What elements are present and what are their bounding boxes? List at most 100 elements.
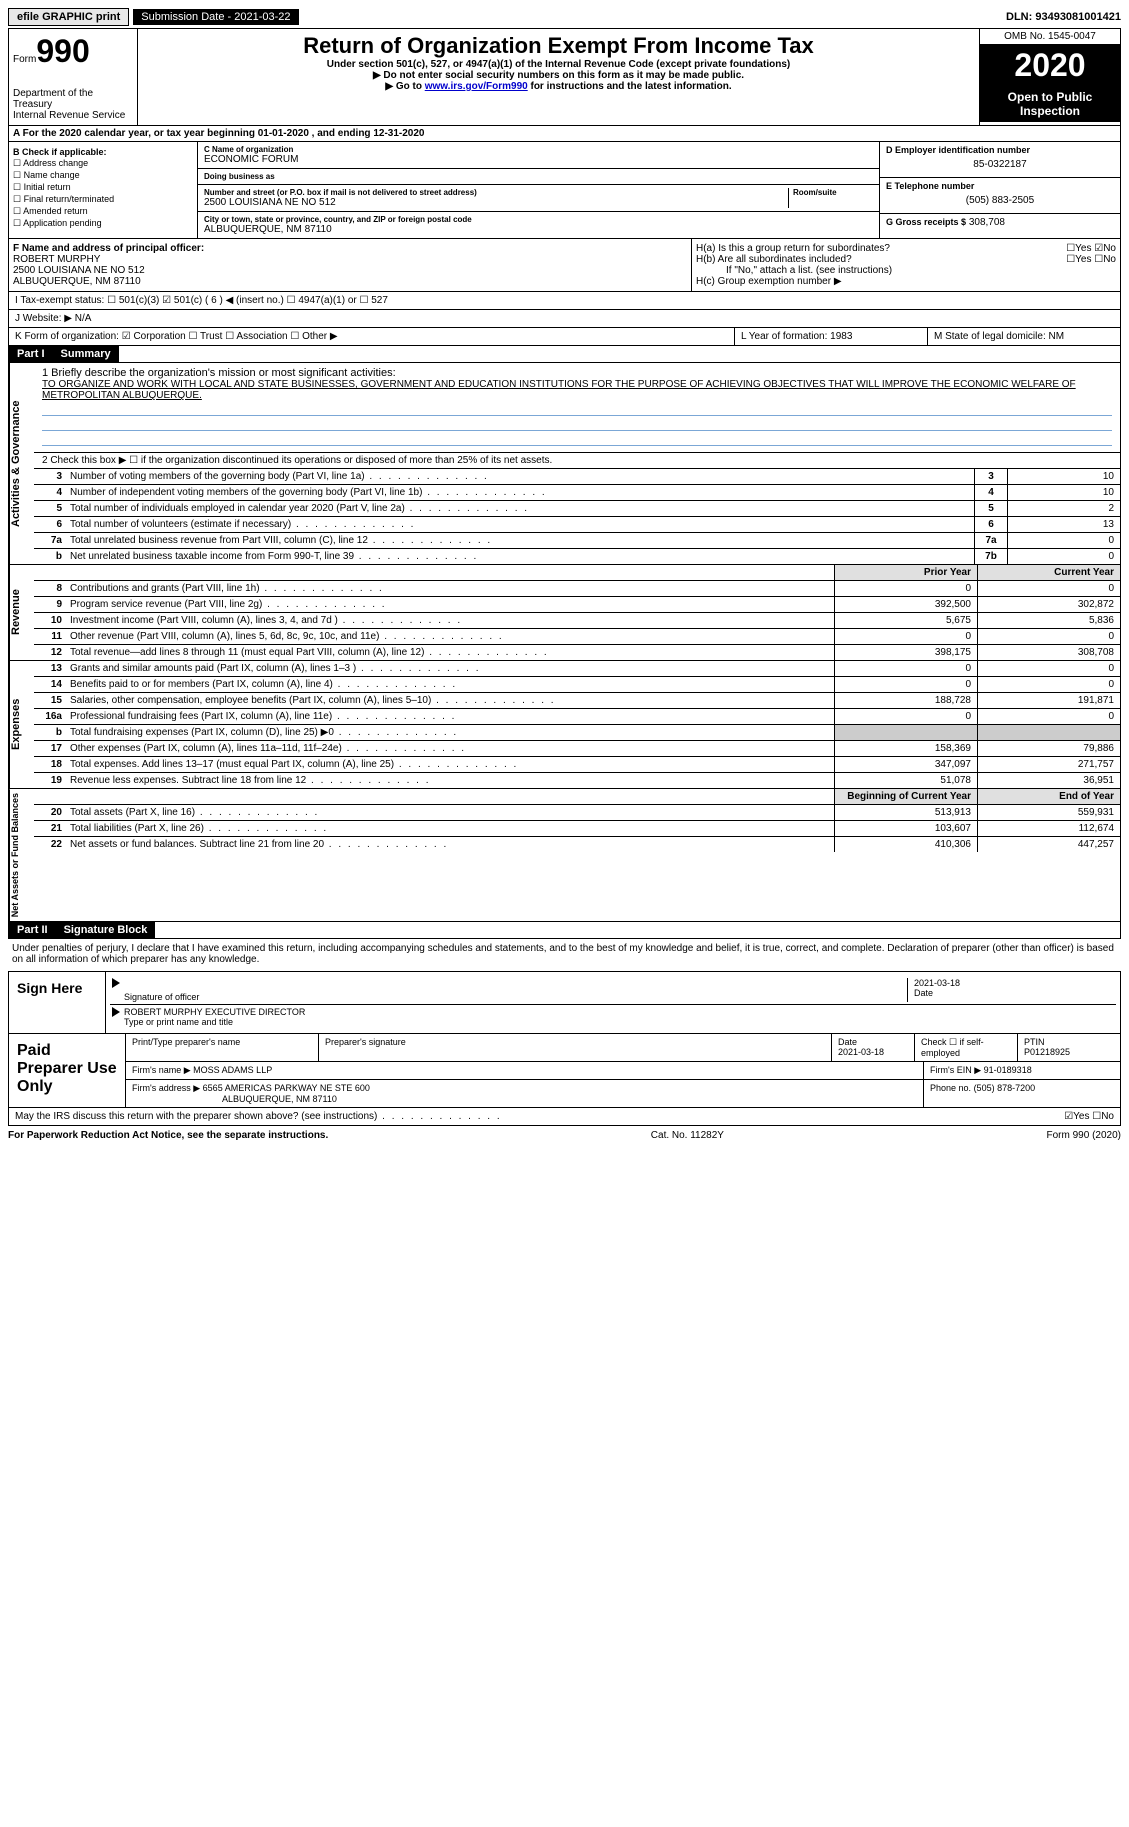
prep-ptin: P01218925 [1024, 1047, 1114, 1057]
line-num: 22 [34, 837, 66, 852]
dept-treasury: Department of the Treasury [13, 88, 133, 110]
header-left: Form990 Department of the Treasury Inter… [9, 29, 138, 125]
sig-name: ROBERT MURPHY EXECUTIVE DIRECTOR [124, 1007, 1114, 1017]
side-governance: Activities & Governance [9, 363, 34, 564]
side-expenses: Expenses [9, 661, 34, 788]
governance-content: 1 Briefly describe the organization's mi… [34, 363, 1120, 564]
ein-row: D Employer identification number 85-0322… [880, 142, 1120, 178]
row-l: L Year of formation: 1983 [735, 328, 928, 345]
line-22: 22 Net assets or fund balances. Subtract… [34, 837, 1120, 852]
firm-addr1: 6565 AMERICAS PARKWAY NE STE 600 [203, 1083, 370, 1093]
form990-link[interactable]: www.irs.gov/Form990 [425, 81, 528, 92]
prior-val: 398,175 [834, 645, 977, 660]
line-num: 11 [34, 629, 66, 644]
info-grid: B Check if applicable: ☐ Address change … [8, 142, 1121, 239]
line-desc: Total number of individuals employed in … [66, 501, 974, 516]
line-7a: 7a Total unrelated business revenue from… [34, 533, 1120, 549]
line-num: 8 [34, 581, 66, 596]
net-rows: 20 Total assets (Part X, line 16) 513,91… [34, 805, 1120, 852]
line-desc: Program service revenue (Part VIII, line… [66, 597, 834, 612]
netassets-content: Beginning of Current Year End of Year 20… [34, 789, 1120, 921]
line-2: 2 Check this box ▶ ☐ if the organization… [34, 453, 1120, 469]
side-revenue: Revenue [9, 565, 34, 660]
line-b: b Net unrelated business taxable income … [34, 549, 1120, 564]
line-num: b [34, 549, 66, 564]
line-21: 21 Total liabilities (Part X, line 26) 1… [34, 821, 1120, 837]
line-desc: Total expenses. Add lines 13–17 (must eq… [66, 757, 834, 772]
line-desc: Total revenue—add lines 8 through 11 (mu… [66, 645, 834, 660]
cb-application: ☐ Application pending [13, 218, 193, 229]
sign-row: Sign Here Signature of officer 2021-03-1… [9, 972, 1120, 1033]
prior-val: 103,607 [834, 821, 977, 836]
line-desc: Total fundraising expenses (Part IX, col… [66, 725, 834, 740]
current-val: 302,872 [977, 597, 1120, 612]
subtitle: Under section 501(c), 527, or 4947(a)(1)… [142, 59, 975, 70]
goto-post: for instructions and the latest informat… [528, 81, 732, 92]
current-val: 447,257 [977, 837, 1120, 852]
line-val: 0 [1007, 549, 1120, 564]
officer-name: ROBERT MURPHY [13, 254, 687, 265]
current-val [977, 725, 1120, 740]
footer-mid: Cat. No. 11282Y [651, 1130, 724, 1141]
part2-title: Signature Block [56, 922, 156, 938]
discuss-answer: ☑Yes ☐No [1064, 1111, 1114, 1122]
form-prefix: Form [13, 54, 36, 65]
mission-text: TO ORGANIZE AND WORK WITH LOCAL AND STAT… [42, 379, 1112, 401]
prior-val: 410,306 [834, 837, 977, 852]
line-desc: Other revenue (Part VIII, column (A), li… [66, 629, 834, 644]
cb-name: ☐ Name change [13, 170, 193, 181]
sign-section: Sign Here Signature of officer 2021-03-1… [8, 971, 1121, 1034]
governance-section: Activities & Governance 1 Briefly descri… [8, 363, 1121, 565]
sign-here-label: Sign Here [9, 972, 106, 1033]
firm-addr-label: Firm's address ▶ [132, 1083, 200, 1093]
line-16a: 16a Professional fundraising fees (Part … [34, 709, 1120, 725]
prior-val [834, 725, 977, 740]
col-b-label: B Check if applicable: [13, 147, 193, 157]
line-desc: Total unrelated business revenue from Pa… [66, 533, 974, 548]
firm-phone: (505) 878-7200 [974, 1083, 1036, 1093]
col-c: C Name of organization ECONOMIC FORUM Do… [198, 142, 880, 238]
gov-rows: 3 Number of voting members of the govern… [34, 469, 1120, 564]
revenue-content: Prior Year Current Year 8 Contributions … [34, 565, 1120, 660]
line-num: 4 [34, 485, 66, 500]
omb-number: OMB No. 1545-0047 [980, 29, 1120, 45]
line-2-desc: 2 Check this box ▶ ☐ if the organization… [34, 453, 1120, 468]
side-netassets: Net Assets or Fund Balances [9, 789, 34, 921]
prior-val: 0 [834, 629, 977, 644]
prep-date: 2021-03-18 [838, 1047, 908, 1057]
row-klm: K Form of organization: ☑ Corporation ☐ … [8, 328, 1121, 346]
dln-label: DLN: 93493081001421 [1006, 11, 1121, 23]
hb-answer: ☐Yes ☐No [1066, 254, 1116, 265]
triangle-icon [112, 978, 120, 988]
footer-right: Form 990 (2020) [1047, 1130, 1121, 1141]
line-desc: Total assets (Part X, line 16) [66, 805, 834, 820]
prep-selfemp: Check ☐ if self-employed [915, 1034, 1018, 1061]
firm-addr2: ALBUQUERQUE, NM 87110 [132, 1094, 917, 1104]
cb-amended: ☐ Amended return [13, 206, 193, 217]
street-value: 2500 LOUISIANA NE NO 512 [204, 197, 788, 208]
section-a: A For the 2020 calendar year, or tax yea… [8, 126, 1121, 142]
declaration-text: Under penalties of perjury, I declare th… [8, 939, 1121, 969]
box-num: 7a [974, 533, 1007, 548]
line-num: 5 [34, 501, 66, 516]
officer-addr1: 2500 LOUISIANA NE NO 512 [13, 265, 687, 276]
line-6: 6 Total number of volunteers (estimate i… [34, 517, 1120, 533]
line-num: 20 [34, 805, 66, 820]
part1-title: Summary [53, 346, 119, 362]
prep-sig-label: Preparer's signature [319, 1034, 832, 1061]
part2-label: Part II [9, 922, 56, 938]
net-header-row: Beginning of Current Year End of Year [34, 789, 1120, 805]
current-val: 0 [977, 581, 1120, 596]
exp-rows: 13 Grants and similar amounts paid (Part… [34, 661, 1120, 788]
line-num: 19 [34, 773, 66, 788]
year-header-row: Prior Year Current Year [34, 565, 1120, 581]
sig-name-label: Type or print name and title [124, 1017, 1114, 1027]
prior-val: 5,675 [834, 613, 977, 628]
line-num: 10 [34, 613, 66, 628]
prior-val: 0 [834, 581, 977, 596]
blank [34, 565, 66, 580]
row-j: J Website: ▶ N/A [8, 310, 1121, 328]
irs-label: Internal Revenue Service [13, 110, 133, 121]
part1-label: Part I [9, 346, 53, 362]
tax-year: 2020 [980, 45, 1120, 86]
